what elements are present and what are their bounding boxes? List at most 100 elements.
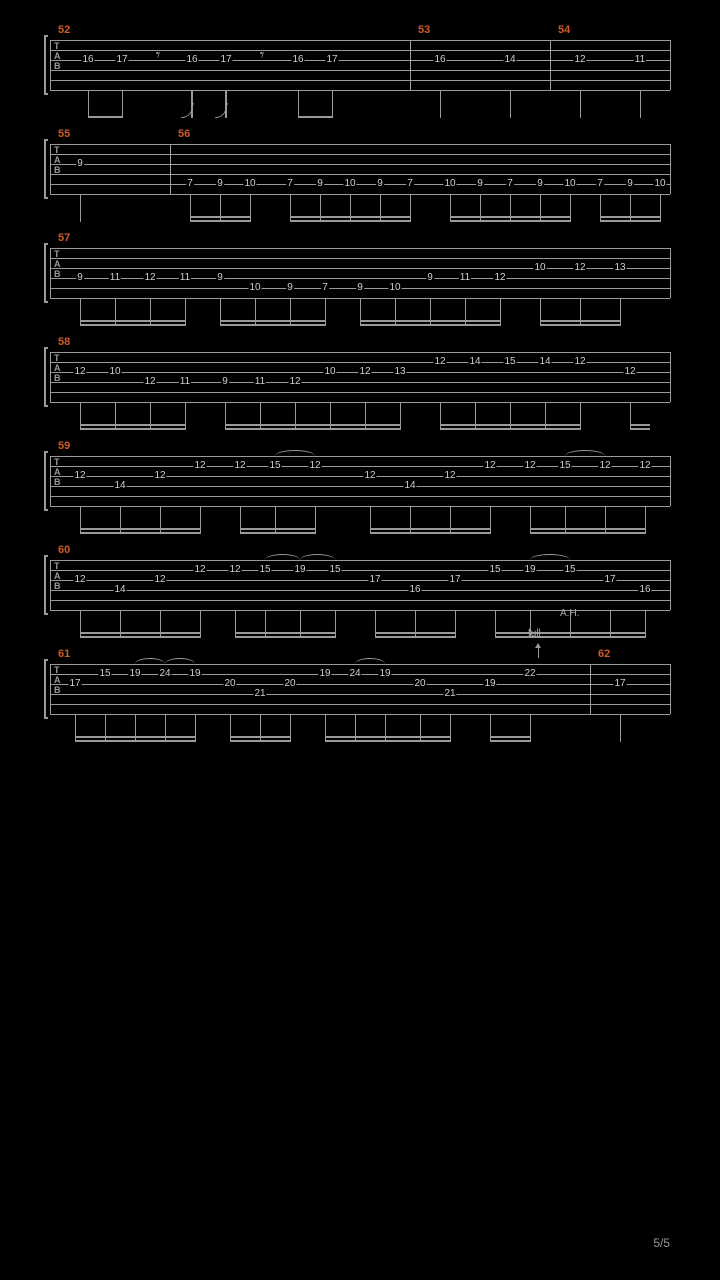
fret-number: 20 (223, 679, 236, 689)
fret-number: 16 (291, 55, 304, 65)
fret-number: 10 (563, 179, 576, 189)
fret-number: 15 (563, 565, 576, 575)
fret-number: 12 (573, 55, 586, 65)
tab-staff: TAB581210121191112101213121415141212 (50, 352, 670, 402)
fret-number: 9 (216, 179, 224, 189)
bend-label: full (528, 628, 541, 639)
tab-clef: TAB (54, 458, 61, 487)
slur (265, 554, 300, 560)
tab-system: TAB521617𝄾1617𝄾1617531614541211 (50, 40, 670, 90)
fret-number: 19 (378, 669, 391, 679)
tab-system: TAB59121412121215121214121212151212 (50, 456, 670, 506)
tab-staff: TAB521617𝄾1617𝄾1617531614541211 (50, 40, 670, 90)
fret-number: 7 (321, 283, 329, 293)
fret-number: 21 (253, 689, 266, 699)
fret-number: 15 (98, 669, 111, 679)
system-bracket (44, 139, 48, 199)
tab-clef: TAB (54, 354, 61, 383)
fret-number: 10 (248, 283, 261, 293)
fret-number: 17 (603, 575, 616, 585)
slur (355, 658, 385, 664)
fret-number: 12 (623, 367, 636, 377)
fret-number: 14 (538, 357, 551, 367)
rest: 𝄾 (260, 50, 265, 60)
fret-number: 14 (113, 481, 126, 491)
measure-number: 52 (58, 24, 70, 36)
artificial-harmonic-label: A.H. (560, 608, 579, 619)
fret-number: 11 (254, 377, 266, 387)
fret-number: 10 (388, 283, 401, 293)
slur (565, 450, 605, 456)
fret-number: 17 (613, 679, 626, 689)
system-bracket (44, 659, 48, 719)
fret-number: 16 (81, 55, 94, 65)
tab-system: TAB5791112119109791091112101213 (50, 248, 670, 298)
fret-number: 15 (268, 461, 281, 471)
tab-staff: TAB6012141212121519151716171519151716 (50, 560, 670, 610)
fret-number: 17 (448, 575, 461, 585)
system-bracket (44, 347, 48, 407)
fret-number: 21 (443, 689, 456, 699)
fret-number: 14 (503, 55, 516, 65)
fret-number: 9 (356, 283, 364, 293)
measure-number: 54 (558, 24, 570, 36)
fret-number: 15 (488, 565, 501, 575)
fret-number: 16 (408, 585, 421, 595)
fret-number: 12 (73, 367, 86, 377)
fret-number: 9 (536, 179, 544, 189)
fret-number: 14 (403, 481, 416, 491)
fret-number: 9 (426, 273, 434, 283)
tab-system: TAB55956791079109710979107910 (50, 144, 670, 194)
tab-system: TAB61171519241920212019241920211922fullA… (50, 664, 670, 714)
measure-number: 57 (58, 232, 70, 244)
fret-number: 19 (318, 669, 331, 679)
fret-number: 12 (433, 357, 446, 367)
fret-number: 10 (323, 367, 336, 377)
fret-number: 19 (293, 565, 306, 575)
tab-system: TAB6012141212121519151716171519151716 (50, 560, 670, 610)
tab-system: TAB581210121191112101213121415141212 (50, 352, 670, 402)
fret-number: 24 (348, 669, 361, 679)
fret-number: 15 (328, 565, 341, 575)
fret-number: 17 (115, 55, 128, 65)
measure-number: 61 (58, 648, 70, 660)
slur (530, 554, 570, 560)
system-bracket (44, 555, 48, 615)
fret-number: 16 (433, 55, 446, 65)
fret-number: 13 (393, 367, 406, 377)
fret-number: 7 (286, 179, 294, 189)
fret-number: 12 (193, 565, 206, 575)
fret-number: 12 (143, 377, 156, 387)
measure-number: 56 (178, 128, 190, 140)
fret-number: 12 (288, 377, 301, 387)
tab-clef: TAB (54, 250, 61, 279)
fret-number: 11 (634, 55, 646, 65)
fret-number: 11 (179, 273, 191, 283)
fret-number: 12 (443, 471, 456, 481)
fret-number: 9 (376, 179, 384, 189)
fret-number: 9 (221, 377, 229, 387)
fret-number: 12 (573, 263, 586, 273)
fret-number: 7 (186, 179, 194, 189)
rest: 𝄾 (156, 50, 161, 60)
fret-number: 17 (68, 679, 81, 689)
fret-number: 9 (316, 179, 324, 189)
fret-number: 17 (325, 55, 338, 65)
fret-number: 10 (108, 367, 121, 377)
tab-clef: TAB (54, 42, 61, 71)
fret-number: 14 (113, 585, 126, 595)
fret-number: 12 (73, 575, 86, 585)
slur (300, 554, 335, 560)
fret-number: 12 (493, 273, 506, 283)
fret-number: 17 (219, 55, 232, 65)
fret-number: 12 (598, 461, 611, 471)
fret-number: 20 (283, 679, 296, 689)
fret-number: 12 (358, 367, 371, 377)
fret-number: 7 (506, 179, 514, 189)
fret-number: 19 (483, 679, 496, 689)
tab-staff: TAB55956791079109710979107910 (50, 144, 670, 194)
fret-number: 12 (193, 461, 206, 471)
fret-number: 16 (638, 585, 651, 595)
tab-staff: TAB61171519241920212019241920211922fullA… (50, 664, 670, 714)
fret-number: 10 (243, 179, 256, 189)
